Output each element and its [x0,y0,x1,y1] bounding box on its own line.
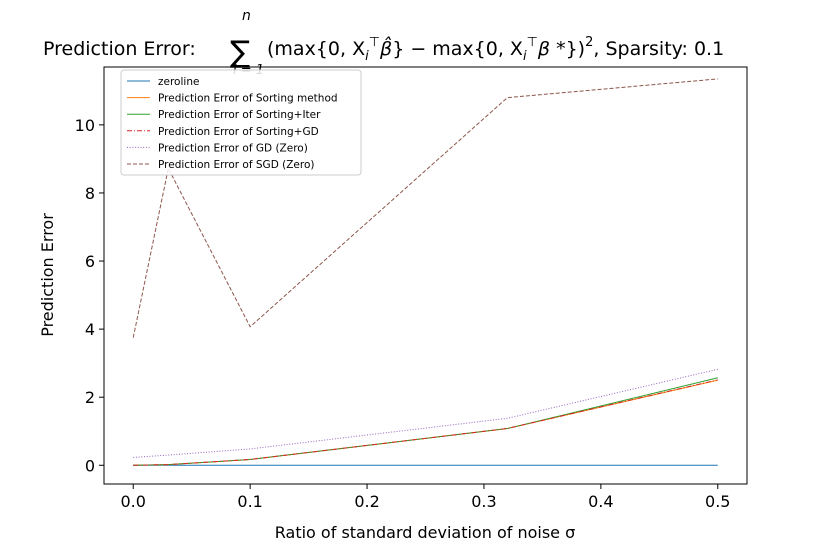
series-line-prediction-error-of-sorting-method [133,379,718,466]
title-suffix: , Sparsity: 0.1 [593,38,724,60]
title-expression: (max{0, Xi⊤β̂} − max{0, Xi⊤β *})2, Spars… [267,35,724,64]
legend-label: Prediction Error of SGD (Zero) [158,159,314,171]
plot-frame [103,66,748,485]
title-sum-symbol: ∑ [230,35,250,70]
title-expr-a: (max{0, X [267,38,365,60]
y-tick-label: 8 [85,184,95,203]
title-beta-star: β * [537,38,566,60]
legend-label: Prediction Error of Sorting method [158,93,338,105]
title-sup-t2: ⊤ [527,35,538,50]
title-prefix: Prediction Error: [43,38,196,60]
x-axis-label: Ratio of standard deviation of noise σ [275,523,575,542]
title-sub-i2: i [523,49,527,64]
x-axis-ticks: 0.0 0.1 0.2 0.3 0.4 0.5 [121,484,730,511]
title-minus-part: } − max{0, X [392,38,523,60]
title-sub-i1: i [365,49,369,64]
x-tick-label: 0.4 [588,492,613,511]
x-tick-label: 0.2 [354,492,379,511]
title-sup-t1: ⊤ [369,35,380,50]
x-tick-label: 0.3 [471,492,496,511]
title-tail: }) [566,38,586,60]
legend-label: Prediction Error of Sorting+Iter [158,109,321,121]
y-axis-label: Prediction Error [38,213,57,337]
y-tick-label: 6 [85,252,95,271]
y-axis-ticks: 0 2 4 6 8 10 [75,116,104,475]
title-square: 2 [585,35,593,50]
legend-box [120,69,362,176]
x-tick-label: 0.5 [705,492,730,511]
series-line-prediction-error-of-sorting-iter [133,377,718,466]
series-line-prediction-error-of-sgd-zero [132,78,718,338]
y-tick-label: 10 [75,116,95,135]
legend: zeroline Prediction Error of Sorting meth… [120,69,362,176]
y-tick-label: 4 [85,320,95,339]
legend-label: Prediction Error of Sorting+GD [158,126,319,138]
x-tick-label: 0.1 [237,492,262,511]
y-tick-label: 0 [85,456,95,475]
legend-label: Prediction Error of GD (Zero) [158,142,308,154]
series-line-prediction-error-of-sorting-gd [133,379,718,466]
legend-label: zeroline [158,76,199,88]
x-tick-label: 0.0 [121,492,146,511]
series-lines [132,78,718,466]
series-line-prediction-error-of-gd-zero [133,368,718,458]
y-tick-label: 2 [85,388,95,407]
title-sum-upper: n [242,8,251,24]
title-beta-hat: β̂ [379,36,392,60]
